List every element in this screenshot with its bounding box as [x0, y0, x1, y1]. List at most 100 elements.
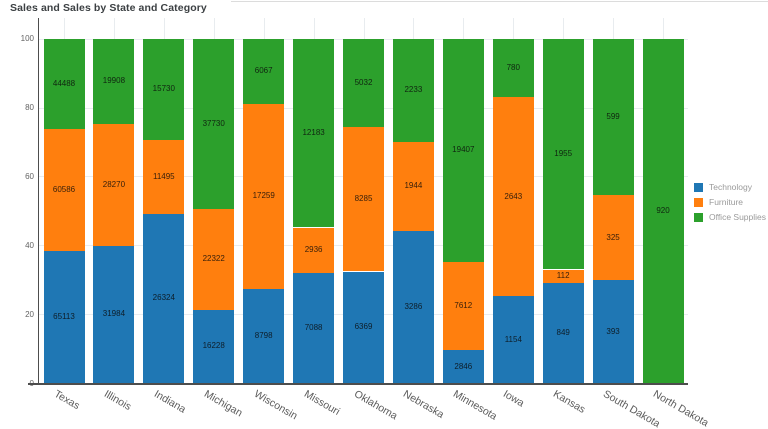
bar-segment-furniture[interactable]: 325	[592, 195, 634, 281]
y-tick-label: 100	[20, 34, 34, 44]
bar-segment-office-supplies[interactable]: 37730	[193, 38, 235, 209]
bar-segment-office-supplies[interactable]: 44488	[43, 38, 85, 129]
bar-value-label: 28270	[102, 179, 126, 189]
panel-top-border	[231, 1, 768, 2]
bar-segment-furniture[interactable]: 2936	[293, 227, 335, 273]
bar-value-label: 11495	[152, 171, 175, 181]
bar-segment-office-supplies[interactable]: 599	[592, 38, 634, 196]
bar-value-label: 1944	[404, 181, 423, 191]
x-tick-label: Wisconsin	[251, 388, 300, 423]
bar-segment-furniture[interactable]: 17259	[243, 103, 285, 289]
y-tick-label: 60	[25, 171, 34, 181]
bar-value-label: 325	[606, 232, 620, 242]
bar-value-label: 2846	[454, 361, 473, 371]
bar-segment-furniture[interactable]: 7612	[442, 262, 484, 351]
bar-segment-furniture[interactable]: 8285	[343, 126, 384, 272]
bar-segment-technology[interactable]: 393	[592, 280, 634, 383]
legend-item-technology[interactable]: Technology	[694, 182, 766, 192]
bar-segment-furniture[interactable]: 1944	[392, 141, 434, 232]
legend-label: Technology	[709, 182, 753, 192]
bar-segment-technology[interactable]: 26324	[143, 213, 185, 383]
bar-segment-technology[interactable]: 2846	[442, 350, 484, 383]
x-tick-label: Indiana	[151, 388, 188, 416]
legend-label: Office Supplies	[709, 212, 767, 222]
x-tick-label: Michigan	[201, 388, 245, 420]
bar-segment-technology[interactable]: 6369	[343, 271, 384, 383]
bar-value-label: 19908	[102, 76, 126, 86]
bar-segment-office-supplies[interactable]: 5032	[343, 38, 384, 127]
bar-segment-furniture[interactable]: 112	[542, 269, 584, 283]
legend-swatch	[694, 197, 703, 207]
bar-segment-furniture[interactable]: 60586	[43, 128, 85, 252]
bar-value-label: 6369	[354, 322, 373, 332]
bar-segment-furniture[interactable]: 22322	[193, 208, 235, 310]
bar-segment-office-supplies[interactable]: 1955	[542, 38, 584, 270]
x-tick-label: Kansas	[551, 388, 588, 416]
bar-value-label: 17259	[252, 191, 275, 201]
bar-segment-office-supplies[interactable]: 780	[492, 38, 534, 98]
bar-segment-furniture[interactable]: 28270	[93, 124, 135, 246]
bar-segment-office-supplies[interactable]: 19908	[93, 38, 135, 125]
v-gridline	[513, 18, 515, 39]
bar-value-label: 5032	[354, 77, 373, 87]
bar-segment-technology[interactable]: 65113	[43, 251, 85, 383]
legend-swatch	[694, 182, 703, 192]
bar-value-label: 2233	[404, 85, 423, 95]
bar-value-label: 16228	[202, 341, 225, 351]
v-gridline	[163, 18, 165, 39]
bar-value-label: 44488	[52, 78, 76, 88]
y-tick-label: 80	[25, 103, 34, 112]
chart-title: Sales and Sales by State and Category	[10, 2, 207, 14]
y-tick-label: 20	[25, 309, 34, 319]
bar-value-label: 7088	[304, 323, 323, 333]
legend-item-furniture[interactable]: Furniture	[694, 197, 766, 207]
legend-swatch	[694, 212, 703, 222]
legend-item-office-supplies[interactable]: Office Supplies	[694, 212, 766, 222]
bar-value-label: 60586	[52, 184, 76, 194]
bar-segment-technology[interactable]: 8798	[243, 288, 285, 383]
v-gridline	[64, 18, 65, 39]
bar-segment-office-supplies[interactable]: 12183	[293, 38, 335, 228]
bar-value-label: 31984	[102, 309, 126, 319]
v-gridline	[563, 18, 565, 39]
bar-segment-office-supplies[interactable]: 2233	[392, 38, 434, 142]
bar-value-label: 22322	[202, 254, 225, 264]
bar-segment-office-supplies[interactable]: 920	[642, 38, 684, 383]
x-tick-label: Minnesota	[451, 388, 500, 423]
bar-value-label: 37730	[202, 118, 225, 128]
bar-value-label: 780	[506, 62, 520, 72]
bar-value-label: 6067	[254, 66, 273, 76]
bar-value-label: 112	[556, 271, 570, 281]
bar-segment-technology[interactable]: 3286	[392, 231, 434, 383]
bar-segment-technology[interactable]: 7088	[293, 273, 335, 383]
bar-segment-office-supplies[interactable]: 15730	[143, 38, 185, 140]
v-gridline	[463, 18, 465, 39]
bar-segment-technology[interactable]: 31984	[93, 245, 135, 383]
bar-value-label: 920	[656, 205, 670, 215]
bar-value-label: 19407	[452, 145, 475, 155]
bar-segment-office-supplies[interactable]: 6067	[243, 38, 285, 104]
v-gridline	[263, 18, 265, 39]
bar-segment-technology[interactable]: 16228	[193, 309, 235, 383]
bar-value-label: 1955	[554, 149, 573, 159]
x-tick-label: Illinois	[101, 388, 134, 413]
v-gridline	[113, 18, 115, 39]
bar-value-label: 26324	[152, 293, 175, 303]
v-gridline	[413, 18, 415, 39]
v-gridline	[213, 18, 215, 39]
bar-segment-furniture[interactable]: 2643	[492, 97, 534, 297]
v-gridline	[613, 18, 615, 39]
x-tick-label: Texas	[52, 388, 82, 413]
x-tick-label: Iowa	[501, 388, 527, 410]
bar-value-label: 8798	[254, 330, 273, 340]
v-gridline	[313, 18, 315, 39]
bar-segment-technology[interactable]: 1154	[492, 296, 534, 383]
bar-segment-furniture[interactable]: 11495	[143, 139, 185, 214]
x-tick-label: Missouri	[301, 388, 342, 418]
bar-value-label: 393	[606, 326, 620, 336]
bar-segment-technology[interactable]: 849	[542, 282, 584, 383]
bar-value-label: 2643	[504, 191, 523, 201]
bar-segment-office-supplies[interactable]: 19407	[442, 38, 484, 263]
bar-value-label: 849	[556, 327, 570, 337]
